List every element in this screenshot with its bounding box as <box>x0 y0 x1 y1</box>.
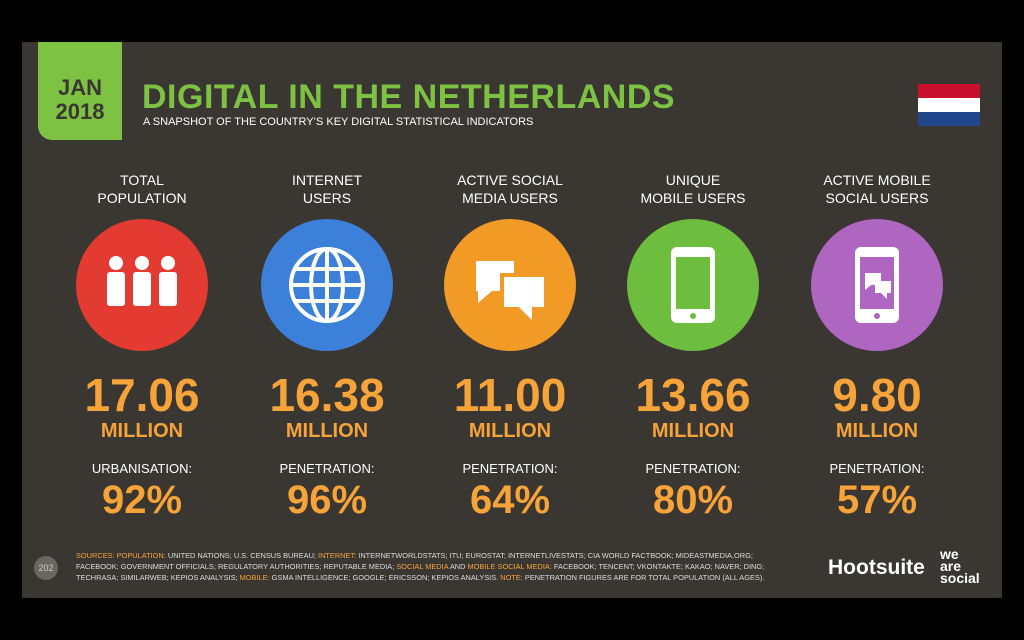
stat-value: 11.00 <box>453 369 567 421</box>
stat-label-line: MOBILE USERS <box>640 190 746 206</box>
stat-label-line: SOCIAL USERS <box>825 190 929 206</box>
stat-icon <box>811 219 943 351</box>
stat-sub-value: 57% <box>836 478 918 522</box>
stat-sub-label: PENETRATION: <box>645 461 741 476</box>
source-text: INTERNET: <box>318 551 357 560</box>
logo-word: social <box>940 570 980 586</box>
stat-sub-value: 80% <box>652 478 734 522</box>
source-text: UNITED NATIONS; U.S. CENSUS BUREAU; <box>165 551 319 560</box>
source-text: NOTE: <box>500 573 523 582</box>
stat-unit: MILLION <box>468 420 552 442</box>
stat-unit: MILLION <box>285 420 369 442</box>
hootsuite-logo: Hootsuite <box>828 556 925 579</box>
we-are-social-logo: we are social <box>940 546 980 586</box>
source-text: PENETRATION FIGURES ARE FOR TOTAL POPULA… <box>522 573 765 582</box>
page-number: 202 <box>34 556 58 580</box>
stat-sub-value: 96% <box>286 478 368 522</box>
stat-label: TOTAL POPULATION <box>52 171 232 207</box>
stat-label-line: MEDIA USERS <box>462 190 558 206</box>
source-text: SOURCES: POPULATION: <box>76 551 166 560</box>
date-badge: JAN 2018 <box>38 42 122 140</box>
stat-sub-value: 92% <box>101 478 183 522</box>
stat-label: UNIQUE MOBILE USERS <box>603 171 783 207</box>
stat-value: 9.80 <box>832 369 922 421</box>
logo-word: are <box>940 558 962 574</box>
stat-label-line: UNIQUE <box>665 172 721 188</box>
stat-value: 17.06 <box>84 369 200 421</box>
stat-label-line: INTERNET <box>292 172 362 188</box>
stat-label-line: TOTAL <box>120 172 164 188</box>
flag <box>918 84 980 126</box>
source-text: SOCIAL MEDIA <box>396 562 449 571</box>
stat-label-line: POPULATION <box>97 190 187 206</box>
stat-icon <box>444 219 576 351</box>
badge-month: JAN <box>57 75 102 100</box>
stat-sub-label: URBANISATION: <box>91 461 193 476</box>
stat-label-line: ACTIVE SOCIAL <box>457 172 563 188</box>
stat-icon <box>76 219 208 351</box>
title: DIGITAL IN THE NETHERLANDS <box>142 78 676 116</box>
stat-label: ACTIVE MOBILE SOCIAL USERS <box>787 171 967 207</box>
source-text: FACEBOOK; TENCENT; VKONTAKTE; KAKAO; NAV… <box>76 562 765 582</box>
subtitle: A SNAPSHOT OF THE COUNTRY’S KEY DIGITAL … <box>143 116 534 128</box>
stat-label-line: ACTIVE MOBILE <box>823 172 931 188</box>
source-text: AND <box>448 562 468 571</box>
stat-unit: MILLION <box>835 420 919 442</box>
stat-label: ACTIVE SOCIAL MEDIA USERS <box>420 171 600 207</box>
stat-sub-value: 64% <box>469 478 551 522</box>
stat-value: 13.66 <box>635 369 751 421</box>
stat-value: 16.38 <box>269 369 385 421</box>
stat-label-line: USERS <box>302 190 352 206</box>
stat-icon <box>261 219 393 351</box>
source-text: GSMA INTELLIGENCE; GOOGLE; ERICSSON; KEP… <box>269 573 501 582</box>
stat-label: INTERNET USERS <box>237 171 417 207</box>
stat-unit: MILLION <box>100 420 184 442</box>
badge-year: 2018 <box>55 99 105 124</box>
stat-sub-label: PENETRATION: <box>279 461 375 476</box>
logo-word: we <box>940 546 959 562</box>
source-text: MOBILE SOCIAL MEDIA: <box>467 562 552 571</box>
sources: SOURCES: POPULATION: UNITED NATIONS; U.S… <box>76 550 766 583</box>
stat-sub-label: PENETRATION: <box>829 461 925 476</box>
source-text: MOBILE: <box>239 573 270 582</box>
stat-icon <box>627 219 759 351</box>
source-text: INTERNETWORLDSTATS; ITU; EUROSTAT; INTER… <box>76 551 753 571</box>
stat-sub-label: PENETRATION: <box>462 461 558 476</box>
stat-unit: MILLION <box>651 420 735 442</box>
